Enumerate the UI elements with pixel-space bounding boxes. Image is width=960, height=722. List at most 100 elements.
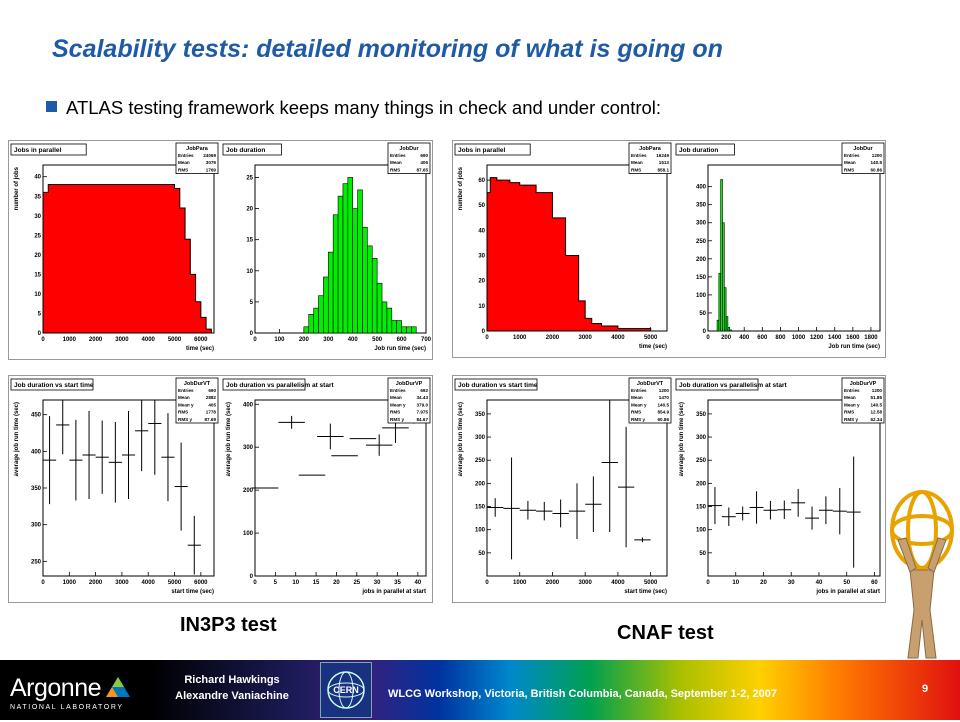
y-tick-label: 300 — [243, 445, 254, 451]
histogram-bar — [376, 282, 383, 334]
y-tick-label: 200 — [696, 481, 707, 487]
stats-label: Mean y — [178, 402, 194, 407]
author-name: Richard Hawkings — [184, 674, 280, 686]
histogram-bar — [352, 208, 358, 334]
stats-value: 16249 — [656, 153, 669, 158]
stats-value: 854.9 — [658, 410, 670, 415]
x-tick-label: 400 — [348, 337, 359, 343]
histogram-title: Jobs in parallel — [458, 147, 506, 154]
y-tick-label: 35 — [34, 194, 41, 200]
histogram-title-box — [10, 378, 94, 391]
x-tick-label: 3000 — [579, 335, 593, 341]
stats-label: RMS — [844, 167, 854, 172]
y-tick-label: 20 — [246, 207, 253, 213]
stats-value: 24069 — [203, 153, 216, 158]
y-tick-label: 350 — [475, 412, 486, 418]
histogram-title-box — [10, 143, 87, 156]
area-series — [42, 184, 212, 334]
stats-value: 60.86 — [871, 167, 883, 172]
stats-box-title: JobPara — [639, 146, 662, 152]
y-tick-label: 30 — [34, 214, 41, 220]
x-tick-label: 600 — [397, 337, 408, 343]
y-tick-label: 100 — [696, 293, 707, 299]
y-tick-label: 350 — [696, 203, 707, 209]
x-tick-label: 20 — [760, 580, 767, 586]
histogram-title: Jobs in parallel — [14, 147, 62, 154]
y-axis-label: number of jobs — [458, 166, 464, 210]
x-axis-label: start time (sec) — [624, 589, 667, 595]
y-axis-label: average job run time (sec) — [679, 402, 685, 476]
stats-label: Mean — [178, 160, 190, 165]
stats-box — [628, 377, 672, 424]
x-tick-label: 2000 — [89, 337, 103, 343]
y-tick-label: 15 — [34, 272, 41, 278]
stats-box-title: JobDurVT — [637, 381, 664, 387]
stats-box — [175, 377, 219, 424]
histogram-bar — [318, 295, 324, 334]
y-tick-label: 10 — [246, 269, 253, 275]
histogram-bar — [725, 316, 729, 332]
y-axis-label: average job run time (sec) — [458, 402, 464, 476]
stats-value: 62.34 — [871, 417, 883, 422]
x-tick-label: 20 — [333, 580, 340, 586]
stats-label: Mean y — [390, 402, 406, 407]
stats-label: Mean y — [844, 402, 860, 407]
y-tick-label: 300 — [696, 221, 707, 227]
x-tick-label: 30 — [788, 580, 795, 586]
stats-box-title: JobDurVT — [184, 381, 211, 387]
histogram-bar — [303, 326, 310, 334]
chart-jobs-in-parallel-in2p3: 0 1000 2000 3000 4000 5000 6000 0 5 10 15 20 25 30 35 4… — [10, 142, 219, 352]
y-tick-label: 400 — [696, 185, 707, 191]
histogram-bar — [381, 301, 388, 334]
stats-label: RMS — [631, 167, 641, 172]
y-tick-label: 350 — [696, 412, 707, 418]
x-tick-label: 10 — [732, 580, 739, 586]
y-tick-label: 150 — [475, 505, 486, 511]
stats-value: 140.5 — [871, 402, 883, 407]
x-tick-label: 0 — [706, 580, 710, 586]
y-tick-label: 200 — [243, 488, 254, 494]
histogram-title: Job duration vs parallelism at start — [226, 382, 334, 389]
x-tick-label: 2000 — [89, 580, 103, 586]
stats-box — [841, 142, 885, 175]
argonne-triangle-icon — [106, 677, 131, 697]
histogram-title-box — [454, 378, 538, 391]
y-tick-label: 450 — [31, 413, 42, 419]
stats-box — [387, 142, 431, 175]
stats-box-title: JobDur — [853, 146, 873, 152]
author-name: Alexandre Vaniachine — [175, 690, 289, 702]
histogram-bar — [337, 195, 344, 334]
stats-box — [628, 142, 672, 175]
stats-value: 140.5 — [658, 402, 670, 407]
plot-panel-in2p3-top: 0 1000 2000 3000 4000 5000 6000 0 5 10 15 20 25 30 35 4… — [8, 140, 433, 360]
histogram-bar — [729, 329, 732, 332]
x-tick-label: 0 — [706, 335, 710, 341]
stats-value: 2882 — [206, 395, 217, 400]
x-axis-label: time (sec) — [186, 346, 214, 352]
stats-value: 690 — [208, 388, 216, 393]
stats-value: 1200 — [659, 388, 670, 393]
x-tick-label: 100 — [274, 337, 285, 343]
bullet-item: ATLAS testing framework keeps many thing… — [46, 97, 662, 119]
y-tick-label: 25 — [34, 233, 41, 239]
stats-label: Entries — [390, 153, 406, 158]
x-tick-label: 10 — [292, 580, 299, 586]
cern-logo-text: CERN — [333, 685, 359, 695]
histogram-bar — [313, 307, 319, 334]
y-tick-label: 200 — [475, 481, 486, 487]
histogram-bar — [367, 245, 373, 334]
stats-value: 3079 — [206, 160, 217, 165]
bullet-text: ATLAS testing framework keeps many thing… — [66, 97, 662, 118]
x-axis-label: Job run time (sec) — [374, 346, 426, 352]
x-tick-label: 35 — [394, 580, 401, 586]
x-tick-label: 500 — [372, 337, 383, 343]
stats-value: 87.65 — [417, 167, 429, 172]
histogram-bar — [371, 258, 378, 334]
x-tick-label: 1200 — [810, 335, 824, 341]
stats-label: RMS y — [178, 417, 192, 422]
x-axis-label: jobs in parallel at start — [815, 589, 880, 595]
stats-label: Entries — [631, 153, 647, 158]
y-tick-label: 30 — [478, 254, 485, 260]
y-tick-label: 0 — [250, 574, 254, 580]
